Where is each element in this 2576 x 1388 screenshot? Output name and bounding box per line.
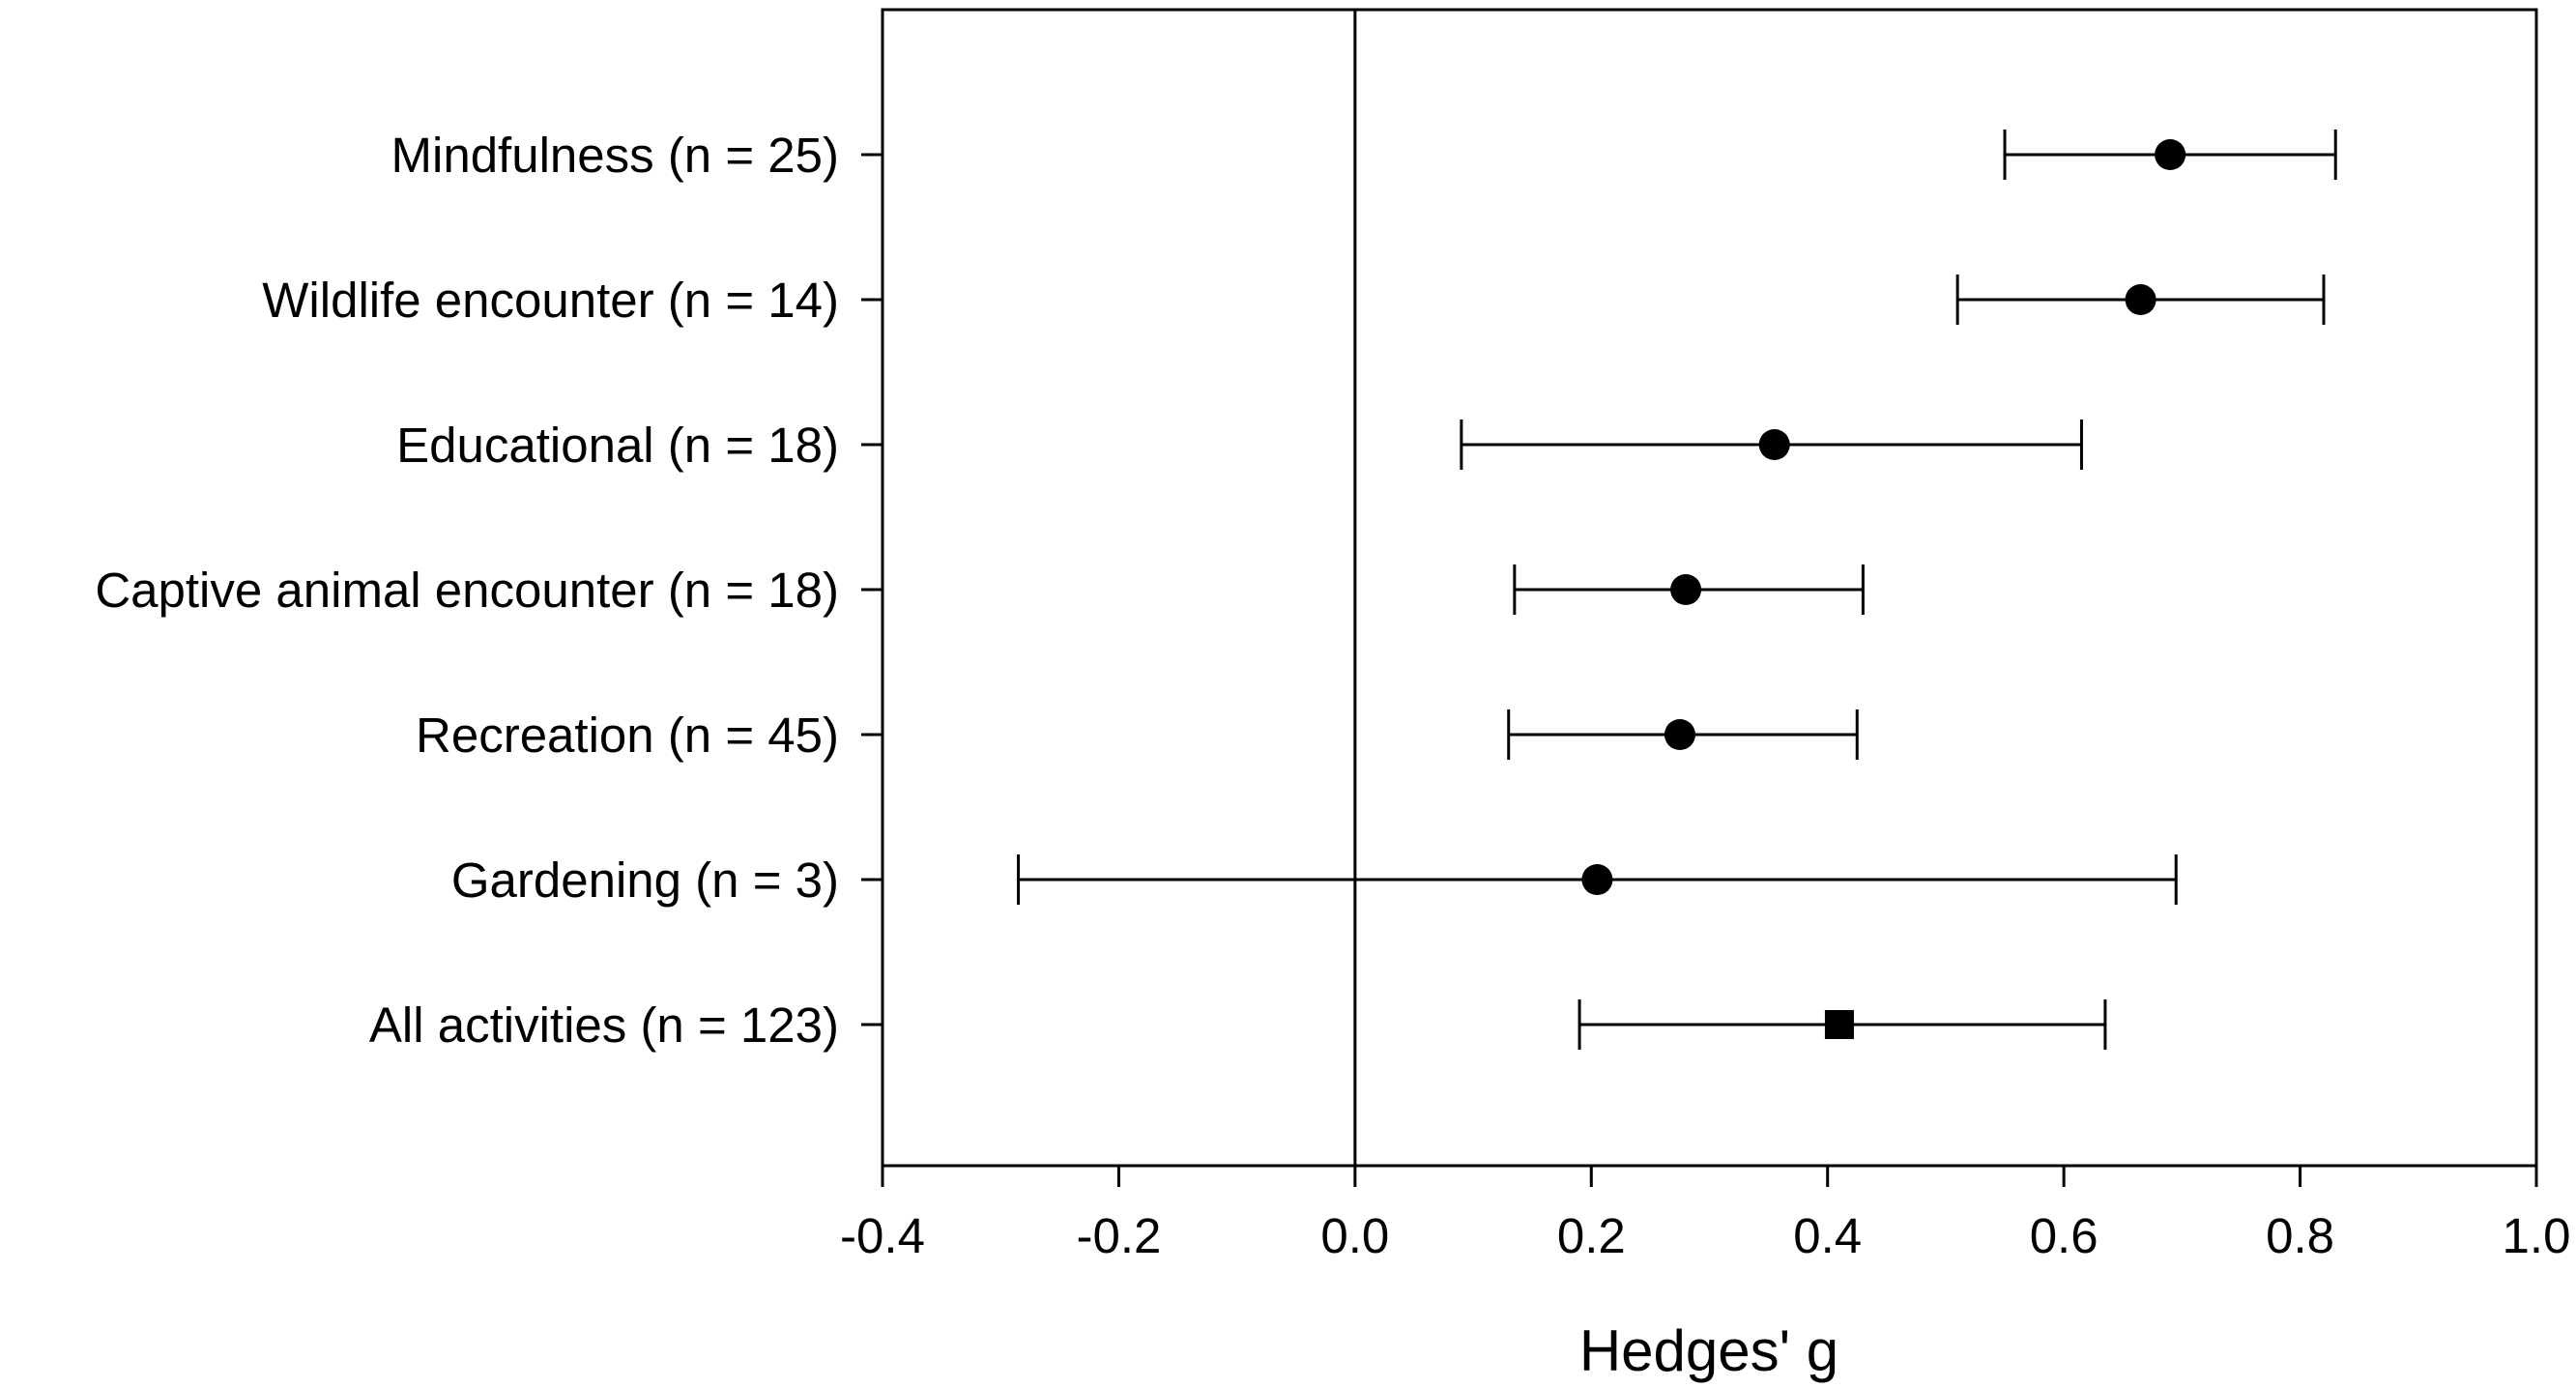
- effect-estimate-marker: [1581, 864, 1613, 895]
- forest-row: All activities (n = 123): [369, 998, 2107, 1053]
- x-tick-label: -0.2: [1076, 1208, 1161, 1263]
- effect-estimate-marker: [2125, 284, 2156, 315]
- forest-row: Recreation (n = 45): [416, 708, 1859, 763]
- x-tick-label: 0.6: [2030, 1208, 2098, 1263]
- x-tick-label: 0.4: [1793, 1208, 1862, 1263]
- x-axis-title: Hedges' g: [1579, 1318, 1838, 1383]
- effect-estimate-marker: [2155, 139, 2186, 170]
- category-label: Captive animal encounter (n = 18): [95, 563, 839, 618]
- pooled-estimate-marker: [1824, 1010, 1854, 1039]
- forest-row: Mindfulness (n = 25): [391, 128, 2337, 183]
- forest-row: Educational (n = 18): [396, 418, 2083, 473]
- category-label: Recreation (n = 45): [416, 708, 839, 763]
- category-label: Mindfulness (n = 25): [391, 128, 839, 183]
- forest-row: Gardening (n = 3): [451, 853, 2178, 908]
- x-tick-label: 1.0: [2503, 1208, 2571, 1263]
- effect-estimate-marker: [1758, 429, 1790, 460]
- category-label: Gardening (n = 3): [451, 853, 839, 908]
- x-tick-label: 0.8: [2266, 1208, 2334, 1263]
- plot-frame: [881, 8, 2538, 1168]
- category-label: All activities (n = 123): [369, 998, 839, 1053]
- x-tick-label: 0.2: [1557, 1208, 1626, 1263]
- effect-estimate-marker: [1670, 574, 1702, 605]
- x-tick-label: -0.4: [840, 1208, 925, 1263]
- category-label: Educational (n = 18): [396, 418, 839, 473]
- effect-estimate-marker: [1664, 719, 1695, 750]
- x-axis: -0.4 -0.2 0.0 0.2 0.4 0.6 0.8 1.0: [840, 1166, 2570, 1263]
- forest-row: Wildlife encounter (n = 14): [262, 273, 2326, 328]
- category-label: Wildlife encounter (n = 14): [262, 273, 839, 328]
- estimate-rows: Mindfulness (n = 25) Wildlife encounter (…: [95, 128, 2337, 1053]
- x-tick-label: 0.0: [1320, 1208, 1389, 1263]
- forest-row: Captive animal encounter (n = 18): [95, 563, 1865, 618]
